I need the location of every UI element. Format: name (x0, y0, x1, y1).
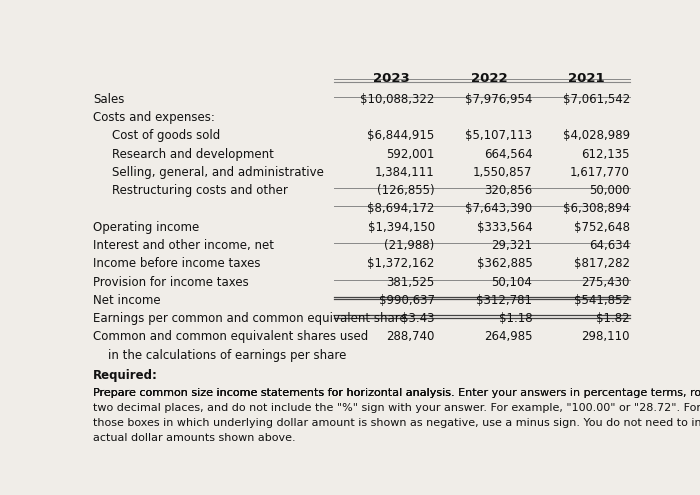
Text: $990,637: $990,637 (379, 294, 435, 307)
Text: $333,564: $333,564 (477, 221, 533, 234)
Text: 298,110: 298,110 (582, 331, 630, 344)
Text: $4,028,989: $4,028,989 (563, 129, 630, 142)
Text: $8,694,172: $8,694,172 (368, 202, 435, 215)
Text: $3.43: $3.43 (401, 312, 435, 325)
Text: Sales: Sales (93, 93, 125, 105)
Text: those boxes in which underlying dollar amount is shown as negative, use a minus : those boxes in which underlying dollar a… (93, 418, 700, 428)
Text: 381,525: 381,525 (386, 276, 435, 289)
Text: $817,282: $817,282 (574, 257, 630, 270)
Text: 2021: 2021 (568, 72, 605, 85)
Text: $10,088,322: $10,088,322 (360, 93, 435, 105)
Text: Interest and other income, net: Interest and other income, net (93, 239, 274, 252)
Text: Common and common equivalent shares used: Common and common equivalent shares used (93, 331, 368, 344)
Text: 1,384,111: 1,384,111 (375, 166, 435, 179)
Text: $312,781: $312,781 (476, 294, 533, 307)
Text: (21,988): (21,988) (384, 239, 435, 252)
Text: $6,308,894: $6,308,894 (563, 202, 630, 215)
Text: 592,001: 592,001 (386, 148, 435, 160)
Text: Required:: Required: (93, 369, 158, 382)
Text: two decimal places, and do not include the "%" sign with your answer. For exampl: two decimal places, and do not include t… (93, 403, 700, 413)
Text: $1.82: $1.82 (596, 312, 630, 325)
Text: 2022: 2022 (470, 72, 508, 85)
Text: Prepare common size income statements for horizontal analysis. Enter your answer: Prepare common size income statements fo… (93, 388, 700, 398)
Text: 664,564: 664,564 (484, 148, 533, 160)
Text: Net income: Net income (93, 294, 160, 307)
Text: 275,430: 275,430 (582, 276, 630, 289)
Text: $1,372,162: $1,372,162 (368, 257, 435, 270)
Text: $7,061,542: $7,061,542 (563, 93, 630, 105)
Text: Prepare common size income statements for horizontal analysis. Enter your answer: Prepare common size income statements fo… (93, 388, 700, 398)
Text: 320,856: 320,856 (484, 184, 533, 197)
Text: Prepare common size income statements for horizontal analysis.: Prepare common size income statements fo… (93, 388, 458, 398)
Text: $7,643,390: $7,643,390 (466, 202, 533, 215)
Text: $1.18: $1.18 (498, 312, 533, 325)
Text: 288,740: 288,740 (386, 331, 435, 344)
Text: Provision for income taxes: Provision for income taxes (93, 276, 248, 289)
Text: $752,648: $752,648 (574, 221, 630, 234)
Text: 64,634: 64,634 (589, 239, 630, 252)
Text: $7,976,954: $7,976,954 (465, 93, 533, 105)
Text: $5,107,113: $5,107,113 (466, 129, 533, 142)
Text: Research and development: Research and development (112, 148, 274, 160)
Text: 50,000: 50,000 (589, 184, 630, 197)
Text: $6,844,915: $6,844,915 (368, 129, 435, 142)
Text: Cost of goods sold: Cost of goods sold (112, 129, 220, 142)
Text: Selling, general, and administrative: Selling, general, and administrative (112, 166, 324, 179)
Text: Operating income: Operating income (93, 221, 200, 234)
Text: actual dollar amounts shown above.: actual dollar amounts shown above. (93, 433, 295, 443)
Text: in the calculations of earnings per share: in the calculations of earnings per shar… (93, 349, 346, 362)
Text: $362,885: $362,885 (477, 257, 533, 270)
Text: Income before income taxes: Income before income taxes (93, 257, 260, 270)
Text: $541,852: $541,852 (574, 294, 630, 307)
Text: 1,550,857: 1,550,857 (473, 166, 533, 179)
Text: 29,321: 29,321 (491, 239, 533, 252)
Text: 2023: 2023 (373, 72, 410, 85)
Text: 264,985: 264,985 (484, 331, 533, 344)
Text: 50,104: 50,104 (491, 276, 533, 289)
Text: $1,394,150: $1,394,150 (368, 221, 435, 234)
Text: (126,855): (126,855) (377, 184, 435, 197)
Text: 1,617,770: 1,617,770 (570, 166, 630, 179)
Text: 612,135: 612,135 (582, 148, 630, 160)
Text: Costs and expenses:: Costs and expenses: (93, 111, 215, 124)
Text: Earnings per common and common equivalent share: Earnings per common and common equivalen… (93, 312, 407, 325)
Text: Restructuring costs and other: Restructuring costs and other (112, 184, 288, 197)
